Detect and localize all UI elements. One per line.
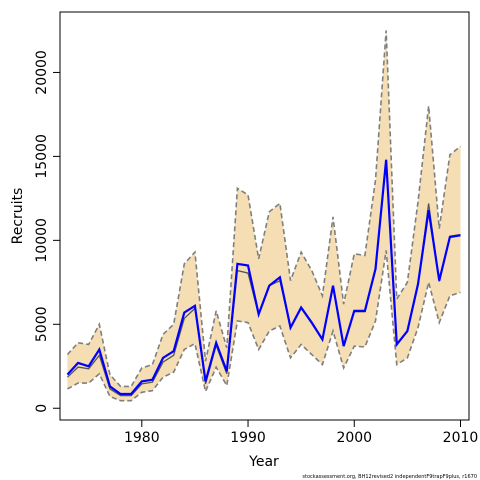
y-axis-title: Recruits	[10, 188, 26, 245]
confidence-band	[67, 30, 461, 401]
x-tick-label: 1990	[230, 430, 266, 446]
x-tick-label: 2000	[336, 430, 372, 446]
x-tick-label: 1980	[124, 430, 160, 446]
y-tick-label: 0	[34, 404, 50, 413]
x-tick-label: 2010	[443, 430, 479, 446]
x-axis-title: Year	[248, 454, 279, 470]
y-tick-label: 15000	[34, 134, 50, 179]
plot-layer	[66, 30, 461, 402]
upper-bound-line	[66, 30, 461, 388]
recruits-estimate-line	[66, 159, 461, 396]
x-axis: 1980 1990 2000 2010	[124, 420, 478, 446]
y-axis: 0 5000 10000 15000 20000	[34, 50, 60, 413]
y-tick-label: 10000	[34, 218, 50, 263]
y-tick-label: 20000	[34, 50, 50, 95]
lower-bound-line	[67, 250, 461, 402]
source-footnote: stockassessment.org, BH12revised2 indepe…	[302, 474, 477, 480]
plot-frame	[59, 11, 470, 421]
y-tick-label: 5000	[34, 306, 50, 342]
